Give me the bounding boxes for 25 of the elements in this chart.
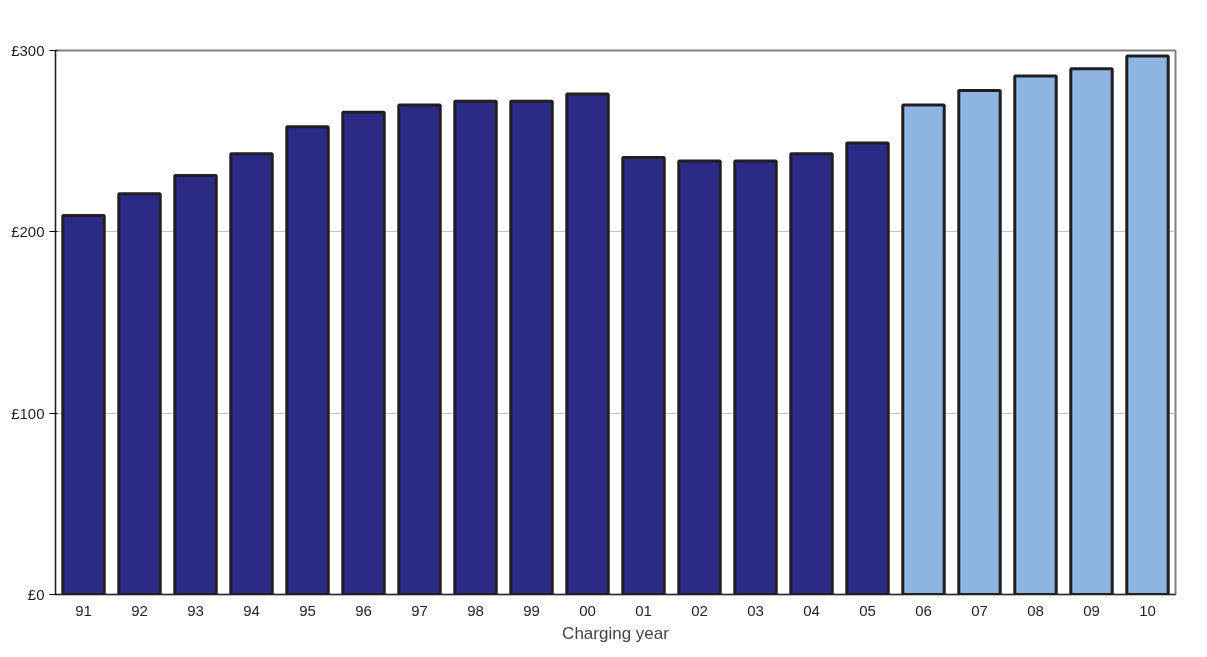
x-tick-label: 03 <box>747 601 764 619</box>
x-tick-label: 01 <box>635 601 652 619</box>
y-tick-label: £0 <box>27 586 45 603</box>
y-tick-label: £100 <box>11 404 45 422</box>
x-tick-label: 97 <box>411 601 428 619</box>
x-tick-label: 95 <box>299 601 316 619</box>
y-tick-label: £200 <box>11 223 45 241</box>
x-tick-label: 04 <box>803 601 820 619</box>
x-tick-label: 07 <box>971 601 988 619</box>
x-tick-label: 05 <box>859 601 876 619</box>
x-tick-label: 10 <box>1139 601 1156 619</box>
x-tick-label: 02 <box>691 601 708 619</box>
x-tick-label: 93 <box>187 601 204 619</box>
x-tick-label: 00 <box>579 601 596 619</box>
x-tick-label: 09 <box>1083 601 1100 619</box>
x-tick-label: 98 <box>467 601 484 619</box>
x-tick-label: 08 <box>1027 601 1044 619</box>
x-tick-label: 96 <box>355 601 372 619</box>
x-tick-label: 94 <box>243 601 260 619</box>
x-axis-title: Charging year <box>562 623 670 643</box>
x-tick-label: 92 <box>131 601 148 619</box>
x-tick-label: 06 <box>915 601 932 619</box>
y-tick-label: £300 <box>11 42 45 59</box>
x-tick-label: 91 <box>75 601 92 619</box>
x-tick-label: 99 <box>523 601 540 619</box>
